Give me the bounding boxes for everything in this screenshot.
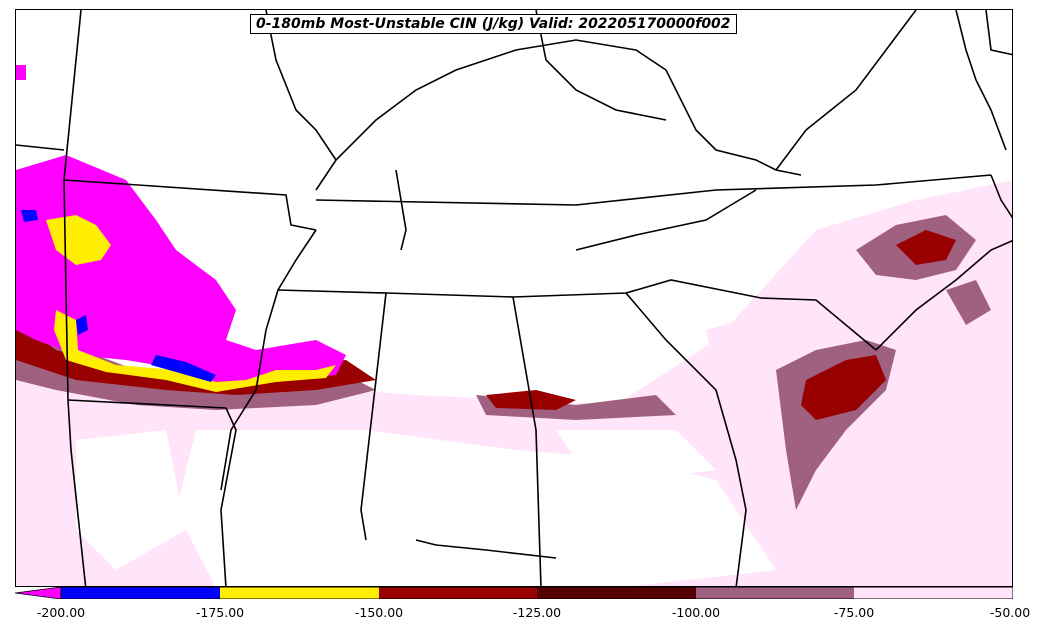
colorbar-outline xyxy=(60,587,1013,599)
cin-shading-gaps xyxy=(76,430,776,586)
state-borders xyxy=(16,10,1012,586)
colorbar-bin-red xyxy=(379,587,537,599)
colorbar-bin-blue xyxy=(61,587,220,599)
colorbar-bin-yellow xyxy=(220,587,379,599)
colorbar-bin-pink xyxy=(854,587,1013,599)
colorbar-tick-label: -50.00 xyxy=(989,605,1031,620)
colorbar-tick-label: -75.00 xyxy=(833,605,875,620)
colorbar-tick-label: -175.00 xyxy=(195,605,245,620)
colorbar-tick-label: -200.00 xyxy=(36,605,86,620)
cin-shading-blue xyxy=(21,210,216,382)
colorbar-tick-label: -150.00 xyxy=(354,605,404,620)
cin-map xyxy=(16,10,1012,586)
colorbar xyxy=(15,587,1013,599)
cin-shading-magenta xyxy=(16,65,346,390)
colorbar-labels: -200.00 -175.00 -150.00 -125.00 -100.00 … xyxy=(0,605,1044,625)
map-title: 0-180mb Most-Unstable CIN (J/kg) Valid: … xyxy=(250,14,737,34)
colorbar-bin-darkred xyxy=(537,587,696,599)
colorbar-tick-label: -125.00 xyxy=(512,605,562,620)
cin-shading-yellow xyxy=(46,215,336,392)
map-panel xyxy=(15,9,1013,587)
colorbar-bin-mauve xyxy=(696,587,854,599)
colorbar-extend-arrow xyxy=(15,587,62,599)
colorbar-tick-label: -100.00 xyxy=(671,605,721,620)
